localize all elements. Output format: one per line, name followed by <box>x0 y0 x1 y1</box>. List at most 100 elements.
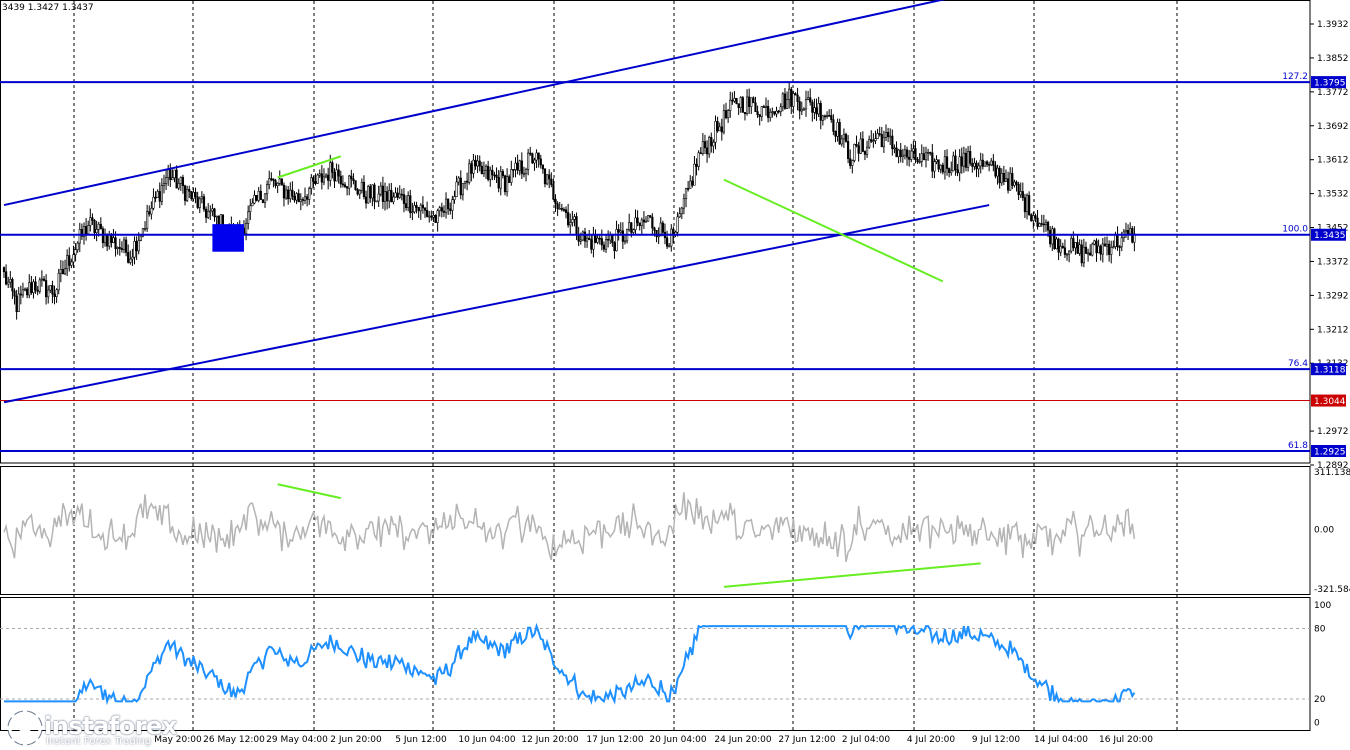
candle-body <box>811 101 814 113</box>
candle-body <box>779 106 782 112</box>
candle-body <box>754 102 757 112</box>
candle-body <box>1046 221 1050 231</box>
candle-body <box>287 189 290 200</box>
candle-body <box>1057 238 1060 253</box>
fib-level-label: 127.2 <box>1282 72 1308 82</box>
candle-body <box>678 213 681 218</box>
candle-body <box>465 180 469 183</box>
candle-body <box>1032 215 1035 221</box>
candle-body <box>436 210 439 223</box>
candle-body <box>716 121 719 132</box>
candle-body <box>244 223 248 234</box>
x-axis-label: 12 Jun 20:00 <box>521 735 578 745</box>
candle-body <box>503 175 507 193</box>
candle-body <box>259 191 262 200</box>
candle-body <box>529 152 532 155</box>
candle-body <box>146 211 149 229</box>
fib-level-label: 100.0 <box>1282 225 1308 235</box>
candle-body <box>1112 246 1115 248</box>
candle-body <box>628 222 631 230</box>
candle-body <box>40 278 43 281</box>
price-divergence-line <box>723 178 944 283</box>
candle-body <box>415 205 418 208</box>
candle-body <box>983 161 987 167</box>
candle-body <box>404 203 408 209</box>
candle-body <box>884 132 888 138</box>
candle-body <box>977 165 980 170</box>
candle-body <box>148 211 151 215</box>
candle-body <box>44 280 48 298</box>
candle-body <box>588 237 591 240</box>
candle-body <box>807 97 810 100</box>
candle-body <box>910 150 913 160</box>
candle-body <box>375 200 378 203</box>
candle-body <box>158 191 161 202</box>
candle-body <box>516 162 519 171</box>
candle-body <box>520 160 523 174</box>
candle-body <box>1086 252 1090 255</box>
candle-body <box>550 178 553 185</box>
channel-upper-line <box>3 0 946 207</box>
candle-body <box>718 126 721 132</box>
candle-body <box>868 139 871 148</box>
candle-body <box>266 184 269 195</box>
candle-body <box>966 151 970 168</box>
candle-body <box>703 141 707 149</box>
candle-body <box>373 184 376 202</box>
y-tick-label: 1.3372 <box>1317 257 1349 267</box>
candle-body <box>556 203 559 209</box>
fib-level-label: 76.4 <box>1288 359 1308 369</box>
candle-body <box>893 147 896 150</box>
candle-body <box>886 132 890 138</box>
x-axis-label: 2 Jul 04:00 <box>842 735 891 745</box>
candle-body <box>901 154 904 157</box>
candle-body <box>973 162 976 167</box>
candle-body <box>13 290 16 297</box>
candle-body <box>447 198 450 210</box>
candle-body <box>815 107 818 115</box>
x-axis-label: 14 Jul 04:00 <box>1034 735 1088 745</box>
candle-body <box>253 195 256 204</box>
candle-body <box>162 183 166 186</box>
candle-body <box>954 155 957 171</box>
candle-body <box>122 239 126 250</box>
candle-body <box>1004 178 1008 182</box>
candle-body <box>251 202 254 207</box>
candle-body <box>748 96 751 107</box>
candle-body <box>630 222 633 233</box>
candle-body <box>1076 242 1079 254</box>
candle-body <box>124 239 128 253</box>
candle-body <box>929 152 932 154</box>
candle-body <box>585 237 589 242</box>
candle-body <box>495 174 498 178</box>
candle-body <box>657 235 660 238</box>
y-tick-label: 1.3692 <box>1317 122 1349 132</box>
candle-body <box>1036 217 1039 227</box>
candle-body <box>512 169 515 171</box>
candle-body <box>903 149 907 156</box>
candle-body <box>975 162 978 170</box>
candle-body <box>750 97 753 107</box>
candle-body <box>1110 247 1113 255</box>
candle-body <box>1025 195 1029 213</box>
candle-body <box>1061 245 1064 249</box>
cci-panel-frame <box>0 466 1311 595</box>
candle-body <box>773 111 776 115</box>
candle-body <box>1078 244 1081 254</box>
candle-body <box>813 107 816 113</box>
candle-body <box>617 229 620 233</box>
candle-body <box>282 184 286 199</box>
candle-body <box>478 160 481 167</box>
x-axis-label: 2 Jun 20:00 <box>330 735 382 745</box>
candle-body <box>752 97 755 104</box>
candle-body <box>352 178 355 181</box>
candle-body <box>207 210 210 218</box>
candle-body <box>708 137 711 155</box>
candle-body <box>939 164 942 170</box>
y-tick-label: 1.3212 <box>1317 325 1349 335</box>
candle-body <box>533 159 536 164</box>
y-tick-label: 1.3612 <box>1317 156 1349 166</box>
candle-body <box>72 254 75 263</box>
x-axis-label: 10 Jun 04:00 <box>458 735 515 745</box>
candle-body <box>276 182 279 186</box>
